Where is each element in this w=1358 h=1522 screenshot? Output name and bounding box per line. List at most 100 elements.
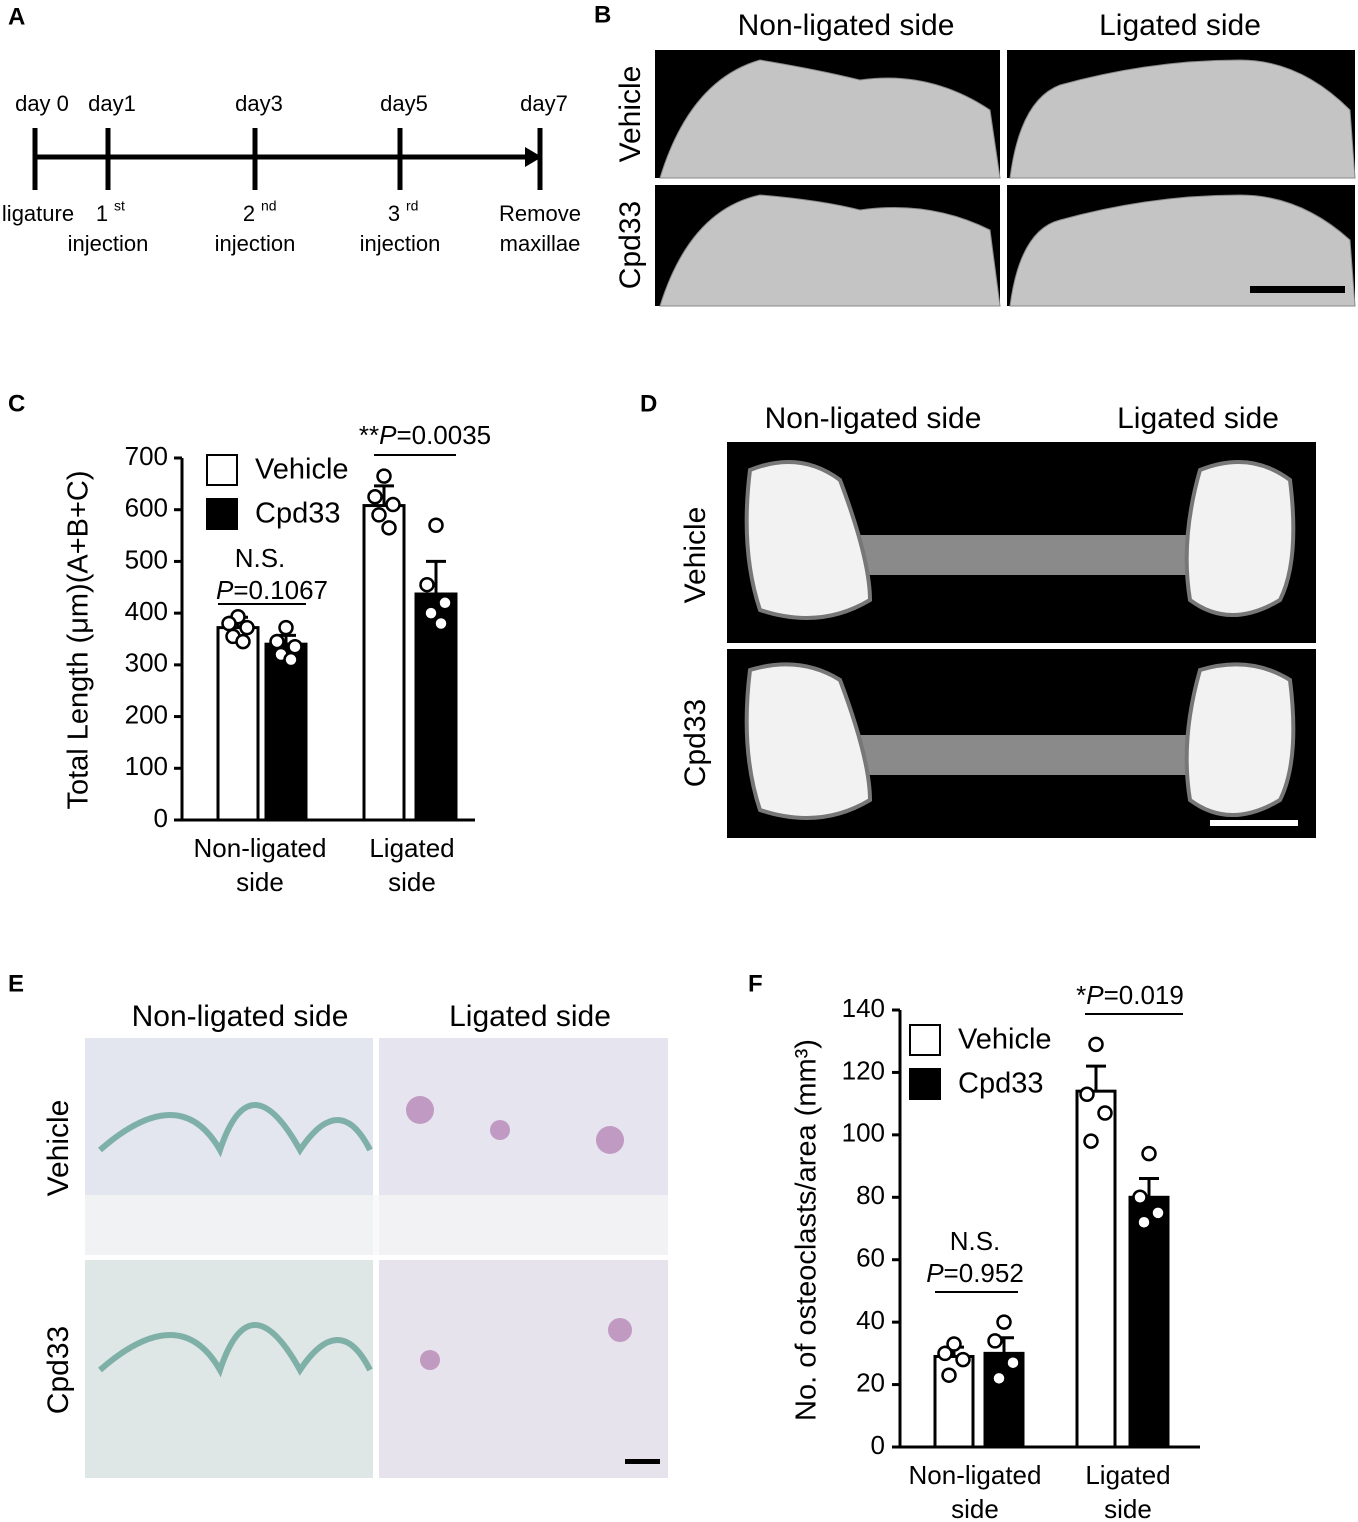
panel-letter: A xyxy=(8,3,25,30)
event-text: injection xyxy=(215,231,296,256)
micro-ct-images-b xyxy=(655,50,1356,307)
data-point xyxy=(1150,1205,1166,1221)
bar xyxy=(362,504,406,822)
data-point xyxy=(367,489,383,505)
data-point xyxy=(991,1370,1007,1387)
y-tick-label: 140 xyxy=(842,993,885,1023)
y-tick-label: 300 xyxy=(125,648,168,678)
data-point xyxy=(437,595,453,611)
day-label: day 0 xyxy=(15,91,69,116)
day-label: day5 xyxy=(380,91,428,116)
row-label: Cpd33 xyxy=(42,1326,75,1414)
data-point xyxy=(283,651,299,668)
y-tick-label: 200 xyxy=(125,699,168,729)
data-point xyxy=(433,615,449,632)
bar xyxy=(1128,1195,1170,1449)
y-tick-label: 600 xyxy=(125,493,168,523)
data-point xyxy=(1083,1133,1099,1149)
legend-swatch xyxy=(909,1024,941,1056)
event-text: injection xyxy=(360,231,441,256)
y-tick-label: 120 xyxy=(842,1055,885,1085)
event-number: 1 xyxy=(96,201,108,226)
bar xyxy=(264,642,308,822)
column-header: Non-ligated side xyxy=(765,402,982,435)
legend-label: Vehicle xyxy=(255,454,349,486)
legend-swatch xyxy=(206,498,238,530)
legend-swatch xyxy=(909,1068,941,1100)
y-tick-label: 500 xyxy=(125,544,168,574)
day-label: day1 xyxy=(88,91,136,116)
column-header: Non-ligated side xyxy=(738,9,955,42)
histology-images-e xyxy=(85,1038,668,1478)
data-point xyxy=(937,1345,953,1362)
legend-label: Cpd33 xyxy=(958,1068,1043,1100)
annotation: P=0.952 xyxy=(926,1258,1024,1288)
row-label: Cpd33 xyxy=(679,699,712,787)
y-tick-label: 100 xyxy=(125,751,168,781)
row-label: Vehicle xyxy=(42,1100,75,1197)
x-tick-label: Non-ligated side xyxy=(194,833,327,897)
day-label: day7 xyxy=(520,91,568,116)
timeline-arrow xyxy=(525,147,542,167)
bar xyxy=(216,626,260,822)
bar xyxy=(414,592,458,822)
event-superscript: nd xyxy=(261,198,277,214)
panel-letter: D xyxy=(640,390,657,417)
y-tick-label: 20 xyxy=(856,1367,885,1397)
data-point xyxy=(1141,1145,1157,1162)
event-label: Remove xyxy=(499,201,581,226)
y-tick-label: 80 xyxy=(856,1180,885,1210)
y-tick-label: 700 xyxy=(125,441,168,471)
y-tick-label: 400 xyxy=(125,596,168,626)
event-text: maxillae xyxy=(500,231,581,256)
panel-letter: F xyxy=(748,970,763,997)
y-tick-label: 40 xyxy=(856,1305,885,1335)
data-point xyxy=(1136,1214,1152,1231)
data-point xyxy=(419,576,435,593)
data-point xyxy=(385,496,401,513)
data-point xyxy=(428,517,444,533)
data-point xyxy=(1079,1086,1095,1103)
annotation: **P=0.0035 xyxy=(359,420,491,450)
legend-swatch xyxy=(206,454,238,486)
data-point xyxy=(1088,1036,1104,1053)
row-label: Vehicle xyxy=(614,66,647,163)
y-tick-label: 100 xyxy=(842,1118,885,1148)
event-label: ligature xyxy=(2,201,74,226)
data-point xyxy=(941,1367,957,1383)
column-header: Ligated side xyxy=(1117,402,1279,435)
x-tick-label: Ligated side xyxy=(369,833,454,897)
data-point xyxy=(1097,1105,1113,1121)
y-tick-label: 60 xyxy=(856,1243,885,1273)
legend-label: Cpd33 xyxy=(255,498,340,530)
data-point xyxy=(381,520,397,536)
annotation: N.S. xyxy=(950,1226,1001,1256)
column-header: Non-ligated side xyxy=(132,1000,349,1033)
data-point xyxy=(287,639,303,655)
data-point xyxy=(423,605,439,621)
annotation: N.S. xyxy=(235,543,286,573)
data-point xyxy=(376,468,392,484)
panel-letter: B xyxy=(594,1,611,28)
column-header: Ligated side xyxy=(449,1000,611,1033)
data-point xyxy=(955,1351,971,1368)
event-superscript: st xyxy=(114,198,125,214)
data-point xyxy=(235,633,251,650)
event-text: injection xyxy=(68,231,149,256)
data-point xyxy=(221,615,237,632)
data-point xyxy=(1005,1354,1021,1371)
y-axis-label: No. of osteoclasts/area (mm³) xyxy=(791,1039,823,1421)
x-tick-label: Ligated side xyxy=(1085,1460,1170,1522)
data-point xyxy=(239,619,255,636)
data-point xyxy=(269,633,285,650)
event-number: 2 xyxy=(243,201,255,226)
y-axis-label: Total Length (μm)(A+B+C) xyxy=(63,470,95,809)
column-header: Ligated side xyxy=(1099,9,1261,42)
data-point xyxy=(987,1333,1003,1349)
row-label: Vehicle xyxy=(679,507,712,604)
bar xyxy=(1075,1089,1117,1449)
y-tick-label: 0 xyxy=(154,803,168,833)
data-point xyxy=(1132,1189,1148,1206)
event-number: 3 xyxy=(388,201,400,226)
